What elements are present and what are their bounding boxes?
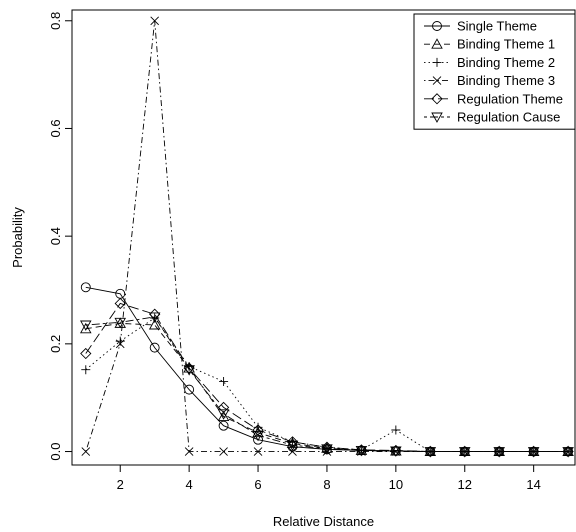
data-point <box>114 297 126 310</box>
legend-marker <box>431 93 443 105</box>
data-point <box>114 317 126 329</box>
data-point <box>150 16 160 26</box>
series-0 <box>80 282 574 457</box>
data-point <box>217 401 230 414</box>
data-point <box>355 446 368 457</box>
legend-label: Single Theme <box>457 19 537 34</box>
legend-label: Binding Theme 1 <box>457 37 555 52</box>
data-point <box>114 317 126 328</box>
data-point <box>218 420 229 431</box>
data-point <box>424 447 437 458</box>
data-point <box>391 425 401 435</box>
series-line <box>85 317 569 452</box>
series-line <box>85 322 569 452</box>
y-tick-label: 0.2 <box>48 335 63 353</box>
y-tick-label: 0.0 <box>48 442 63 460</box>
legend-item: Regulation Cause <box>424 110 560 125</box>
series-2 <box>81 313 573 457</box>
data-point <box>253 447 263 456</box>
data-point <box>390 446 402 457</box>
data-point <box>115 339 125 349</box>
data-point <box>80 320 92 331</box>
legend-marker <box>432 57 442 67</box>
y-axis-title: Probability <box>10 207 25 268</box>
legend-label: Binding Theme 3 <box>457 73 555 88</box>
x-tick-label: 4 <box>186 477 193 492</box>
legend: Single Theme Binding Theme 1 Binding Theme… <box>413 13 576 130</box>
x-tick-label: 2 <box>117 477 124 492</box>
y-axis: 0.0 0.2 0.4 0.6 0.8 <box>48 12 72 461</box>
legend-item: Binding Theme 2 <box>424 55 555 70</box>
data-point <box>148 312 161 323</box>
plot-box <box>71 9 576 466</box>
y-tick-label: 0.8 <box>48 12 63 30</box>
data-point <box>183 362 195 374</box>
x-tick-label: 8 <box>323 477 330 492</box>
series-line <box>85 286 569 452</box>
data-point <box>562 447 574 458</box>
series-layer <box>80 16 574 458</box>
data-point <box>81 447 91 456</box>
legend-item: Single Theme <box>424 19 537 34</box>
legend-label: Binding Theme 2 <box>457 55 555 70</box>
data-point <box>321 444 333 455</box>
data-point <box>219 447 228 456</box>
data-point <box>184 447 194 456</box>
legend-marker <box>431 38 443 49</box>
data-point <box>288 447 297 456</box>
data-point <box>217 409 230 420</box>
data-point <box>357 447 366 456</box>
legend-label: Regulation Theme <box>457 91 563 106</box>
legend-item: Binding Theme 3 <box>424 73 555 88</box>
data-point <box>80 347 92 360</box>
series-1 <box>80 317 574 456</box>
data-point <box>286 440 299 452</box>
data-point <box>183 362 195 373</box>
x-tick-label: 10 <box>389 477 403 492</box>
x-tick-label: 12 <box>458 477 472 492</box>
data-point <box>321 441 333 453</box>
x-axis: 2 4 6 8 10 12 14 <box>117 465 541 492</box>
plot-frame <box>71 9 576 466</box>
data-point <box>80 322 92 334</box>
data-point <box>149 342 160 353</box>
data-point <box>219 377 229 387</box>
series-line <box>85 302 569 452</box>
data-point <box>81 365 91 375</box>
legend-item: Binding Theme 1 <box>424 37 555 52</box>
data-point <box>493 447 505 458</box>
series-line <box>85 316 569 452</box>
legend-frame <box>413 13 576 130</box>
x-axis-title: Relative Distance <box>273 514 374 529</box>
legend-marker <box>431 112 443 123</box>
data-point <box>184 384 195 395</box>
y-tick-label: 0.4 <box>48 227 63 245</box>
legend-item: Regulation Theme <box>424 91 563 106</box>
legend-label: Regulation Cause <box>457 110 560 125</box>
legend-marker <box>432 76 442 85</box>
data-point <box>391 447 401 456</box>
y-tick-label: 0.6 <box>48 119 63 137</box>
data-point <box>252 430 264 442</box>
data-point <box>80 282 91 293</box>
data-point <box>527 447 540 458</box>
series-5 <box>80 312 574 458</box>
data-point <box>148 319 161 330</box>
x-tick-label: 14 <box>526 477 540 492</box>
data-point <box>458 447 471 458</box>
data-point <box>183 365 195 376</box>
data-point <box>286 436 299 448</box>
data-point <box>217 410 230 421</box>
x-tick-label: 6 <box>254 477 261 492</box>
legend-marker <box>432 21 442 31</box>
